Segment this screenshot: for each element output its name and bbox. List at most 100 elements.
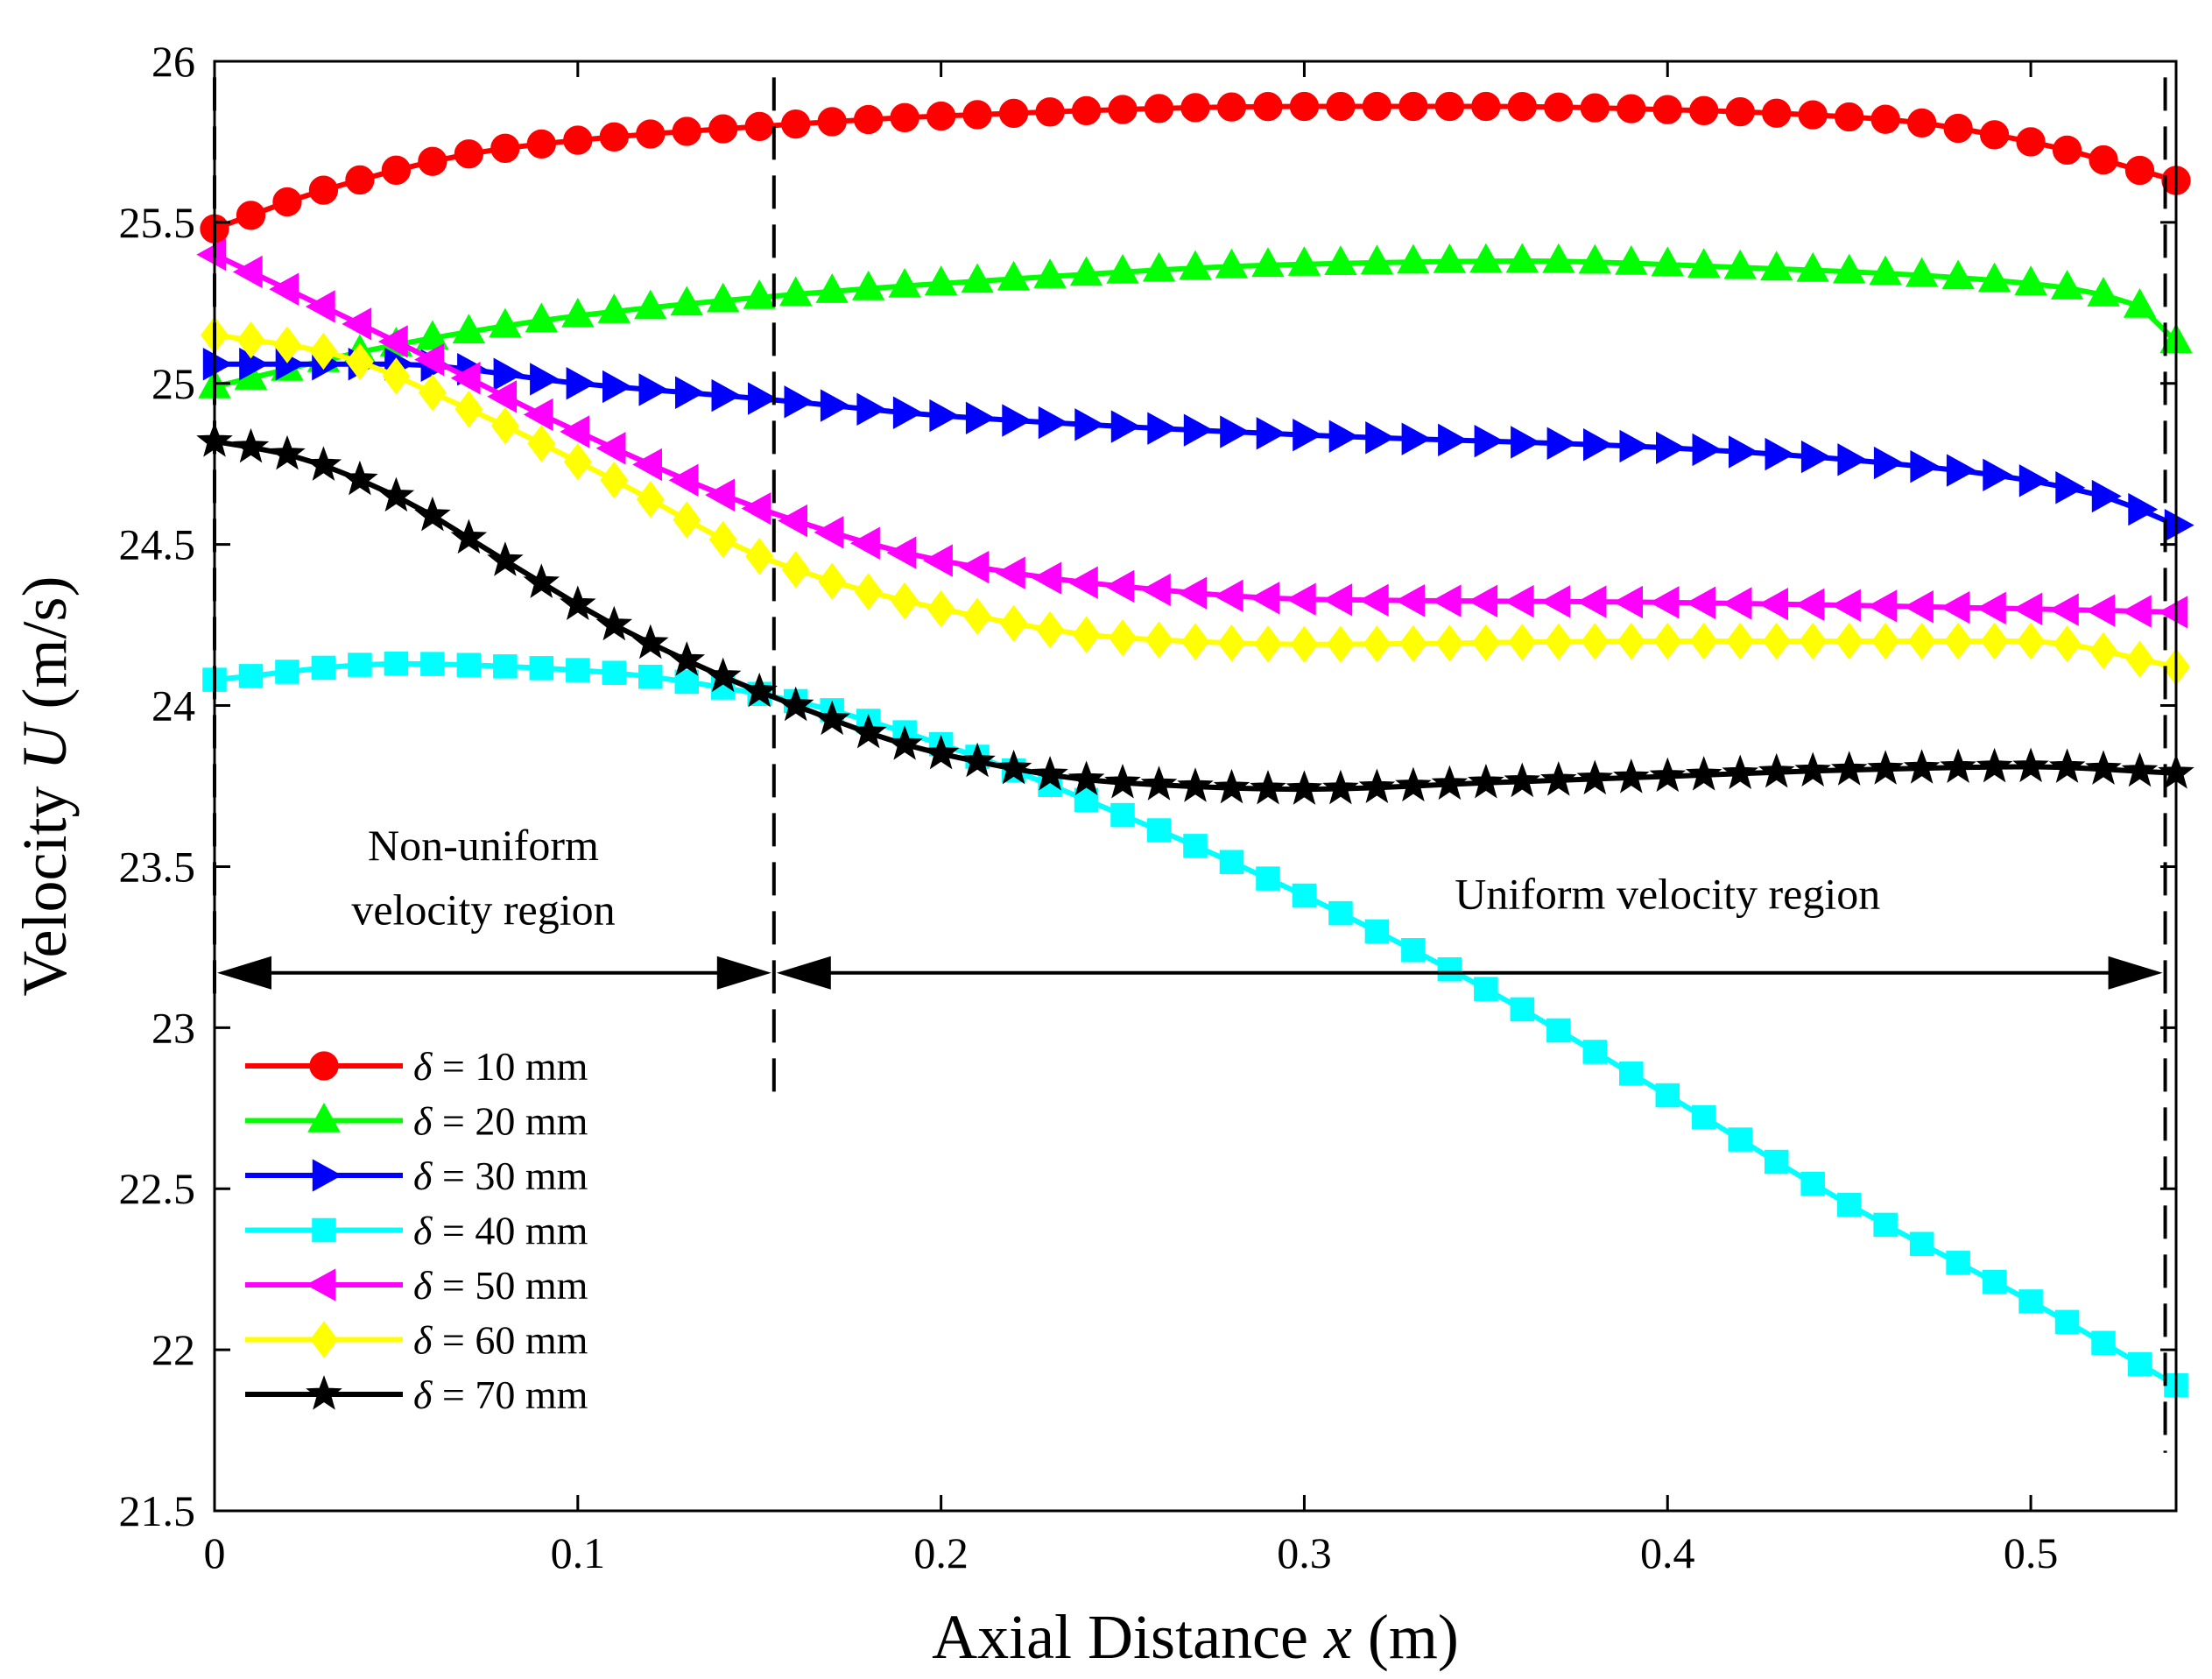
- data-point: [2016, 127, 2046, 157]
- data-point: [1398, 91, 1428, 122]
- data-point: [1689, 622, 1718, 660]
- data-point: [1905, 257, 1939, 287]
- data-point: [1322, 583, 1353, 617]
- data-point: [784, 385, 814, 419]
- data-point: [965, 401, 996, 435]
- data-point: [597, 293, 630, 323]
- data-point: [2017, 622, 2046, 660]
- data-point: [632, 448, 662, 482]
- data-point: [1940, 748, 1976, 783]
- data-point: [420, 652, 445, 676]
- data-point: [1217, 624, 1246, 662]
- data-point: [1395, 766, 1432, 802]
- data-point: [1401, 938, 1426, 963]
- data-point: [1544, 623, 1573, 661]
- data-point: [1508, 624, 1537, 661]
- data-point: [1254, 625, 1282, 663]
- data-point: [1438, 423, 1468, 457]
- data-point: [638, 373, 669, 406]
- data-point: [1649, 586, 1680, 619]
- legend-label: δ = 10 mm: [413, 1044, 588, 1089]
- data-point: [1256, 417, 1286, 450]
- annotation-nonuniform-line1: Non-uniform: [368, 821, 599, 870]
- data-point: [1324, 245, 1357, 275]
- data-point: [1655, 1083, 1680, 1108]
- data-point: [450, 519, 488, 554]
- legend-item-3: δ = 30 mm: [245, 1153, 588, 1198]
- data-point: [1328, 900, 1353, 926]
- data-point: [1362, 91, 1392, 122]
- data-point: [1576, 585, 1607, 618]
- x-tick-label: 0.3: [1277, 1528, 1332, 1577]
- data-point: [600, 461, 629, 499]
- data-point: [529, 656, 554, 681]
- data-point: [232, 255, 263, 289]
- data-point: [452, 314, 486, 344]
- legend-item-6: δ = 60 mm: [245, 1318, 588, 1363]
- y-tick-label: 22.5: [119, 1164, 196, 1213]
- data-point: [962, 100, 992, 130]
- data-point: [1653, 622, 1682, 660]
- data-point: [523, 398, 553, 432]
- data-point: [778, 504, 807, 538]
- data-point: [566, 658, 590, 682]
- data-point: [673, 501, 701, 539]
- data-point: [311, 655, 336, 681]
- data-point: [1656, 431, 1686, 465]
- data-point: [1251, 247, 1285, 278]
- y-tick-label: 21.5: [119, 1486, 196, 1535]
- data-point: [1873, 1212, 1898, 1238]
- data-point: [1909, 1231, 1934, 1257]
- data-point: [1033, 258, 1067, 288]
- legend: δ = 10 mm δ = 20 mm δ = 30 mm δ = 40 mm δ = …: [245, 1044, 588, 1417]
- data-point: [1837, 443, 1868, 476]
- data-point: [2124, 155, 2155, 186]
- data-point: [1434, 91, 1465, 122]
- data-point: [1583, 428, 1613, 462]
- series-3: [202, 348, 2194, 542]
- data-point: [704, 657, 742, 693]
- data-point: [493, 357, 524, 391]
- legend-marker: [312, 1217, 336, 1243]
- data-point: [886, 536, 917, 569]
- data-point: [1977, 262, 2011, 293]
- data-point: [1511, 426, 1540, 459]
- x-tick-label: 0.2: [913, 1528, 969, 1577]
- data-point: [523, 563, 560, 598]
- data-point: [1435, 624, 1464, 662]
- x-axis-label: Axial Distance x (m): [932, 1602, 1459, 1672]
- data-point: [1800, 440, 1831, 474]
- data-point: [2085, 594, 2116, 627]
- data-point: [1613, 758, 1650, 794]
- data-point: [1726, 622, 1755, 660]
- data-point: [1181, 623, 1209, 660]
- data-point: [1652, 95, 1682, 124]
- data-point: [2054, 1309, 2080, 1335]
- y-tick-label: 22: [151, 1325, 195, 1374]
- data-point: [781, 551, 810, 589]
- data-point: [2089, 631, 2117, 670]
- data-point: [744, 111, 774, 142]
- data-point: [1979, 120, 2010, 150]
- data-point: [525, 302, 559, 333]
- y-tick-label: 25.5: [119, 198, 196, 247]
- data-point: [377, 325, 408, 358]
- data-point: [1220, 415, 1250, 448]
- data-point: [1067, 566, 1098, 599]
- data-point: [668, 641, 706, 676]
- series-7: [196, 422, 2194, 805]
- data-point: [1546, 427, 1577, 460]
- data-point: [1762, 98, 1792, 128]
- data-point: [707, 282, 740, 313]
- data-point: [2085, 750, 2122, 785]
- data-point: [1946, 1251, 1970, 1275]
- data-point: [1360, 244, 1394, 275]
- annotation-uniform: Uniform velocity region: [1455, 869, 1880, 918]
- data-point: [602, 660, 627, 685]
- data-point: [273, 326, 301, 363]
- data-point: [1468, 763, 1504, 799]
- legend-marker: [306, 1375, 342, 1410]
- data-point: [1104, 569, 1135, 603]
- data-point: [1903, 749, 1941, 784]
- data-point: [1867, 589, 1898, 623]
